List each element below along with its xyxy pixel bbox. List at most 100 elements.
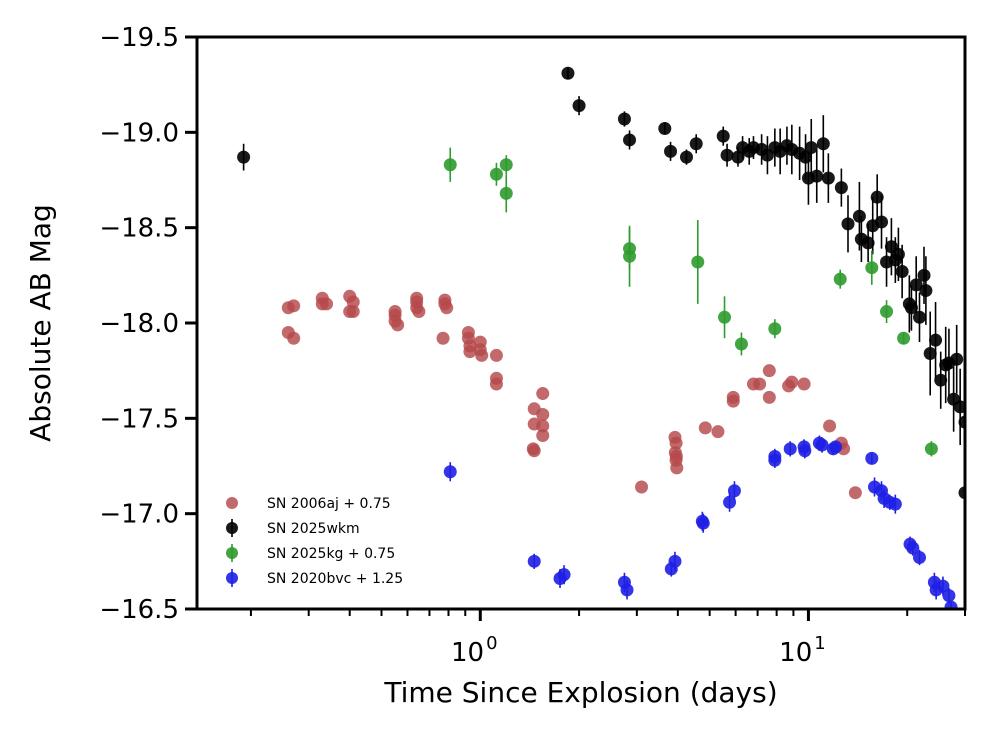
data-point: [762, 364, 776, 378]
data-point: [679, 150, 693, 164]
x-tick-label: 10 0: [451, 633, 498, 668]
data-point: [909, 278, 923, 292]
data-point: [888, 497, 902, 511]
data-point: [929, 333, 943, 347]
data-point: [942, 589, 956, 603]
data-point: [489, 377, 503, 391]
data-point: [668, 554, 682, 568]
data-point: [875, 215, 889, 229]
x-axis: 10 0 10 1: [249, 609, 966, 668]
y-tick-label: −16.5: [99, 595, 179, 625]
data-point: [440, 301, 454, 315]
data-point: [287, 331, 301, 345]
data-point: [815, 438, 829, 452]
data-point: [527, 554, 541, 568]
data-point: [734, 337, 748, 351]
data-point: [953, 400, 965, 414]
data-point: [897, 331, 911, 345]
data-point: [904, 301, 918, 315]
data-point: [798, 444, 812, 458]
data-point: [536, 387, 550, 401]
data-point: [475, 348, 489, 362]
data-point: [768, 322, 782, 336]
series-3: [443, 435, 958, 609]
data-point: [536, 408, 550, 422]
data-point: [346, 305, 360, 319]
data-point: [620, 583, 634, 597]
data-point: [561, 66, 575, 80]
y-tick-label: −17.5: [99, 404, 179, 434]
data-point: [785, 375, 799, 389]
data-point: [841, 217, 855, 231]
data-point: [753, 377, 767, 391]
data-point: [443, 158, 457, 172]
data-point: [489, 167, 503, 181]
data-point: [536, 428, 550, 442]
y-tick-label: −19.5: [99, 23, 179, 53]
data-point: [861, 236, 875, 250]
series-1: [237, 66, 965, 512]
data-point: [880, 305, 894, 319]
data-point: [906, 541, 920, 555]
data-point: [499, 186, 513, 200]
data-point: [726, 394, 740, 408]
data-point: [865, 451, 879, 465]
data-point: [691, 255, 705, 269]
data-point: [797, 377, 811, 391]
data-point: [536, 419, 550, 433]
data-point: [623, 133, 637, 147]
data-point: [635, 480, 649, 494]
data-point: [823, 419, 837, 433]
data-point: [865, 261, 879, 275]
data-point: [412, 305, 426, 319]
data-point: [816, 137, 830, 151]
legend-marker: [226, 547, 238, 559]
data-point: [917, 268, 931, 282]
data-point: [669, 436, 683, 450]
data-point: [711, 425, 725, 439]
data-point: [664, 144, 678, 158]
legend-label: SN 2025wkm: [267, 521, 360, 537]
data-point: [834, 181, 848, 195]
data-point: [237, 150, 251, 164]
y-axis: −19.5 −19.0 −18.5 −18.0 −17.5 −17.0 −16.5: [99, 23, 197, 625]
data-point: [617, 112, 631, 126]
y-axis-title: Absolute AB Mag: [24, 204, 57, 442]
data-point: [804, 141, 818, 155]
data-point: [895, 265, 909, 279]
x-axis-title: Time Since Explosion (days): [383, 676, 777, 709]
data-point: [443, 465, 457, 479]
data-point: [557, 568, 571, 582]
data-point: [923, 347, 937, 361]
y-tick-label: −17.0: [99, 500, 179, 530]
data-point: [720, 148, 734, 162]
x-tick-label: 10 1: [779, 633, 826, 668]
data-point: [723, 495, 737, 509]
data-point: [912, 310, 926, 324]
data-point: [891, 247, 905, 261]
data-point: [762, 390, 776, 404]
data-point: [950, 352, 964, 366]
data-point: [320, 297, 334, 311]
data-point: [833, 272, 847, 286]
data-point: [924, 442, 938, 456]
data-point: [489, 348, 503, 362]
data-point: [919, 284, 933, 298]
data-point: [852, 209, 866, 223]
data-point: [934, 373, 948, 387]
legend-item: SN 2025kg + 0.75: [226, 544, 395, 562]
data-point: [572, 99, 586, 113]
y-tick-label: −18.5: [99, 214, 179, 244]
data-point: [810, 169, 824, 183]
data-point: [463, 345, 477, 359]
legend-item: SN 2006aj + 0.75: [226, 496, 391, 512]
legend-marker: [226, 572, 238, 584]
data-point: [658, 122, 672, 136]
legend-marker: [226, 522, 238, 534]
y-tick-label: −18.0: [99, 309, 179, 339]
series-layer: [237, 66, 965, 609]
data-point: [499, 158, 513, 172]
series-2: [443, 147, 938, 457]
data-point: [821, 171, 835, 185]
